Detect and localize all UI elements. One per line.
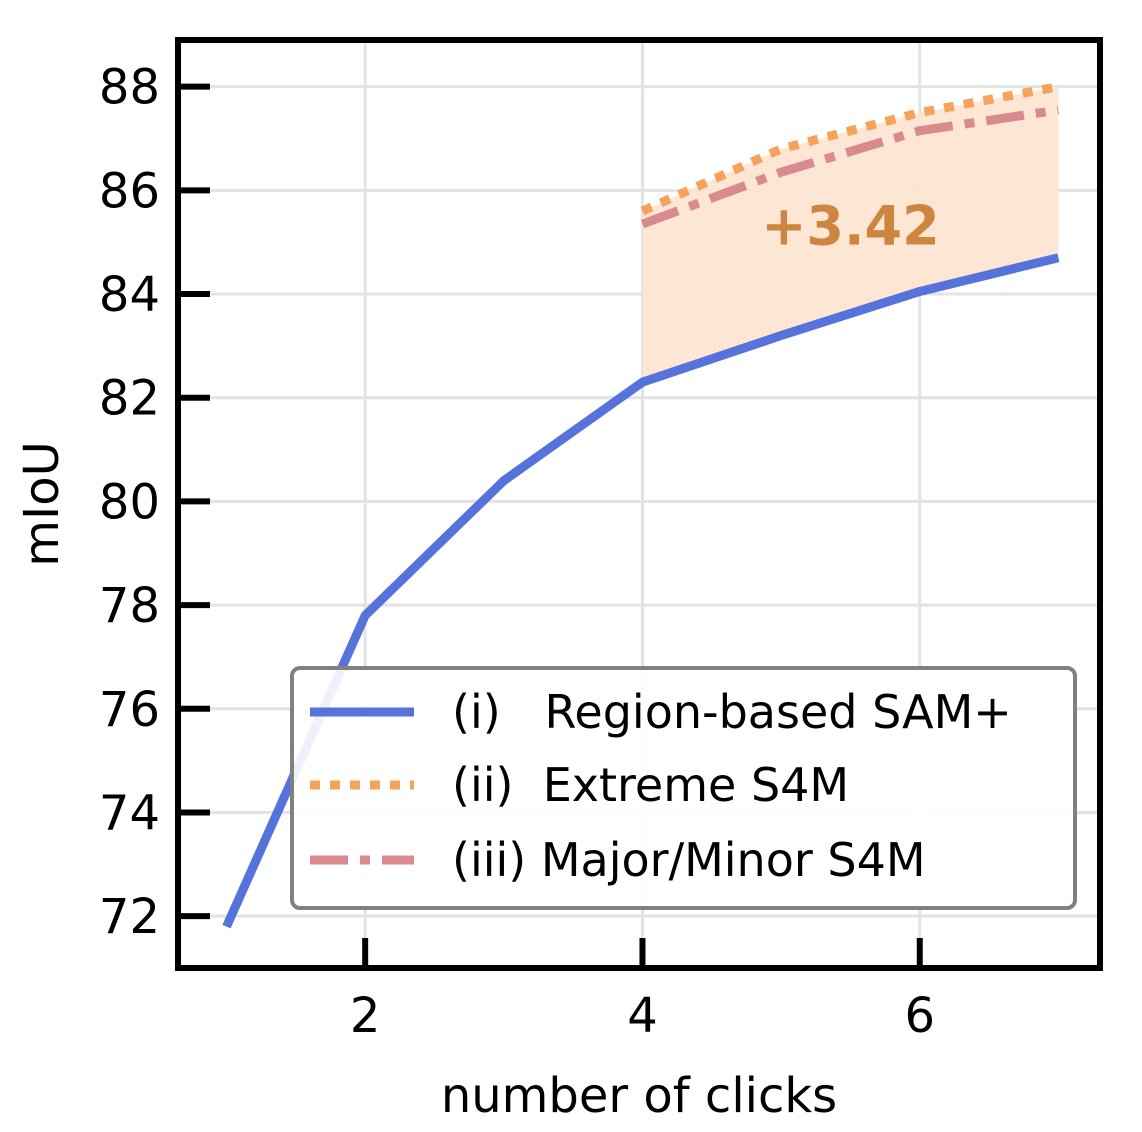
series-line-2 <box>640 82 1060 216</box>
improvement-fill-area <box>642 86 1059 383</box>
y-tick-label: 80 <box>99 474 160 530</box>
y-tick-label: 86 <box>99 163 160 219</box>
y-tick-label: 82 <box>99 371 160 427</box>
gain-annotation: +3.42 <box>761 195 939 258</box>
y-tick-label: 88 <box>99 60 160 116</box>
legend-label-1: (i) Region-based SAM+ <box>452 685 1012 739</box>
legend: (i) Region-based SAM+ (ii) Extreme S4M (ii… <box>290 666 1077 910</box>
x-tick-label: 4 <box>627 988 658 1044</box>
y-tick-label: 76 <box>99 682 160 738</box>
y-tick-label: 72 <box>99 889 160 945</box>
series-lines <box>222 82 1060 929</box>
series-line-3 <box>640 105 1060 229</box>
x-tick-label: 2 <box>350 988 381 1044</box>
y-axis-title: mIoU <box>14 441 70 566</box>
y-tick-label: 78 <box>99 578 160 634</box>
legend-label-3: (iii) Major/Minor S4M <box>452 833 926 887</box>
y-tick-label: 84 <box>99 267 160 323</box>
annotations: +3.42 <box>761 195 939 258</box>
y-tick-label: 74 <box>99 785 160 841</box>
improvement-fill <box>642 86 1059 383</box>
x-tick-label: 6 <box>904 988 935 1044</box>
legend-box <box>290 666 1077 910</box>
x-axis-title: number of clicks <box>441 1068 837 1124</box>
axes: 2 4 6 72 74 76 78 80 82 84 86 88 number of clicks mIo… <box>14 37 1103 1124</box>
legend-label-2: (ii) Extreme S4M <box>452 758 849 812</box>
